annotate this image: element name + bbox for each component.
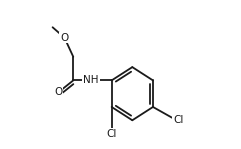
Text: O: O <box>60 33 68 43</box>
Text: Cl: Cl <box>173 115 183 125</box>
Text: Cl: Cl <box>107 129 117 139</box>
Text: NH: NH <box>83 75 99 85</box>
Text: O: O <box>54 87 63 97</box>
